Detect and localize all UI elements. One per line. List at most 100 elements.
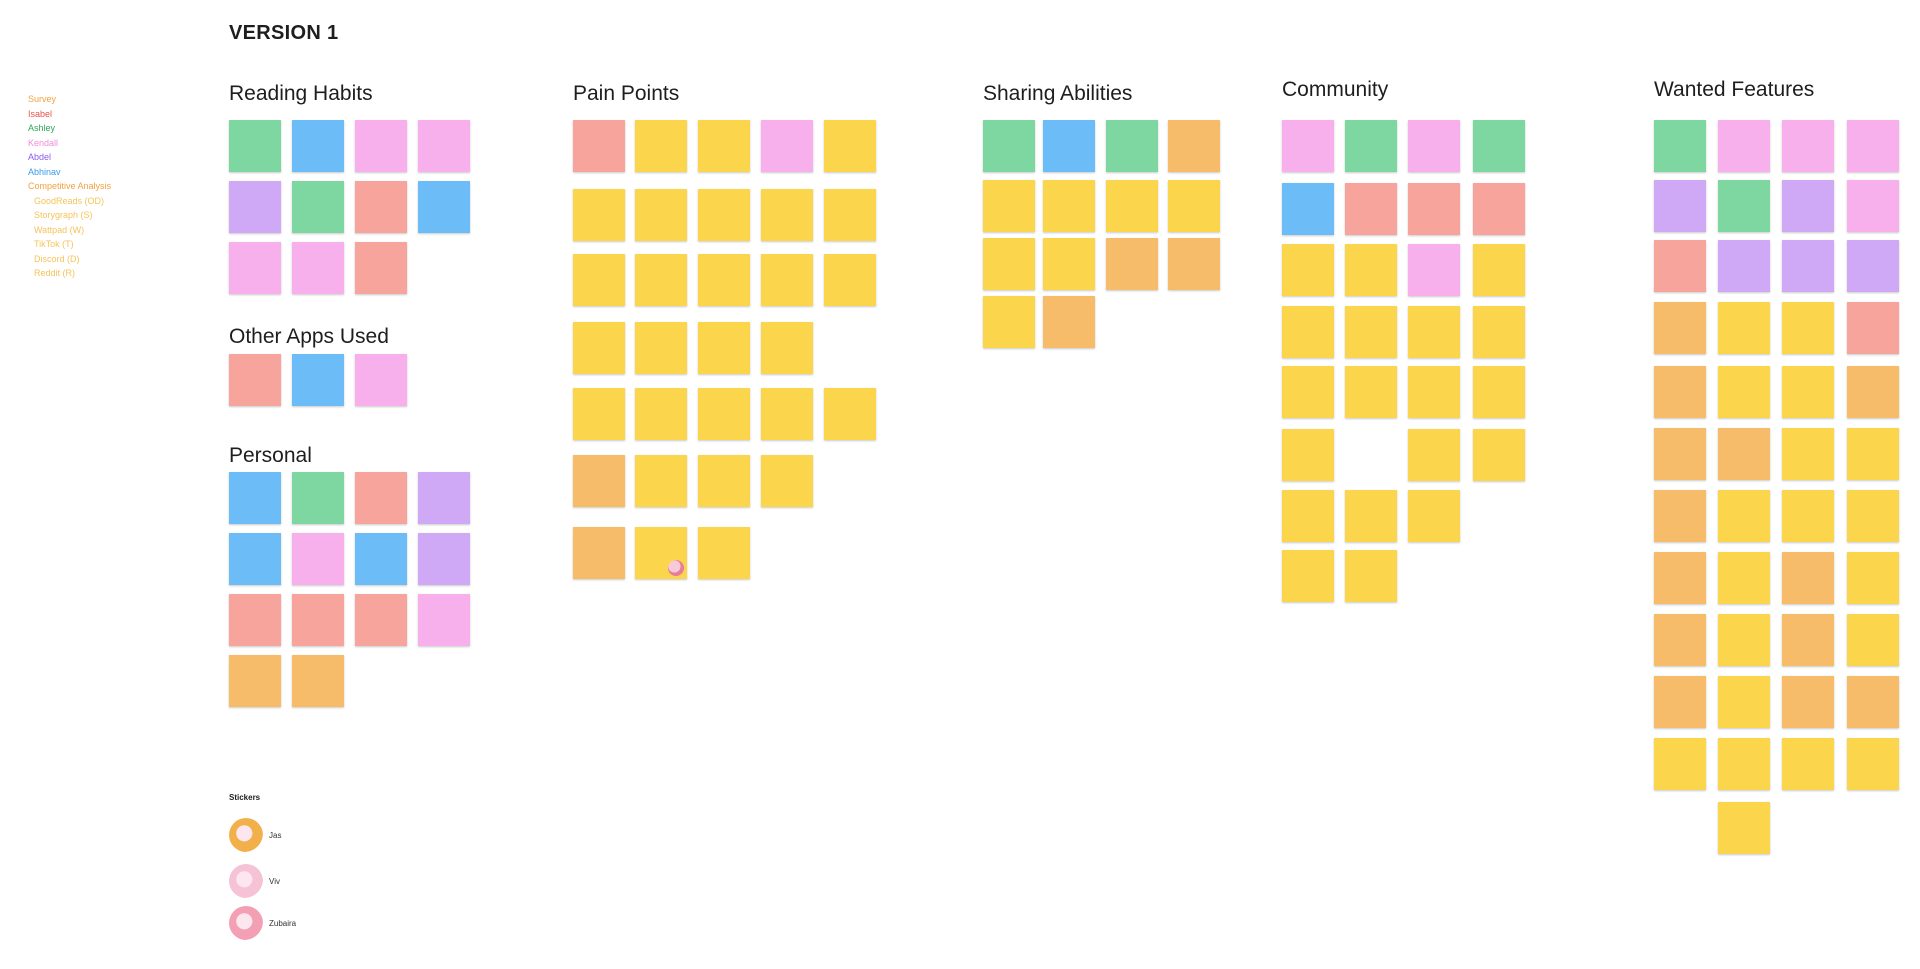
sticky-note[interactable]: [1782, 240, 1834, 292]
sticky-note[interactable]: [292, 594, 344, 646]
sticky-note[interactable]: [1782, 428, 1834, 480]
sticky-note[interactable]: [1473, 244, 1525, 296]
sticky-note[interactable]: [1408, 120, 1460, 172]
sticky-note[interactable]: [1282, 183, 1334, 235]
sticky-note[interactable]: [292, 354, 344, 406]
sticky-note[interactable]: [1847, 676, 1899, 728]
sticky-note[interactable]: [1718, 490, 1770, 542]
sticky-note[interactable]: [418, 472, 470, 524]
sticky-note[interactable]: [1043, 296, 1095, 348]
sticky-note[interactable]: [1106, 120, 1158, 172]
sticky-note[interactable]: [1654, 614, 1706, 666]
sticky-note[interactable]: [573, 455, 625, 507]
sticky-note[interactable]: [1718, 120, 1770, 172]
sticky-note[interactable]: [229, 242, 281, 294]
sticky-note[interactable]: [1345, 120, 1397, 172]
sticky-note[interactable]: [761, 254, 813, 306]
sticky-note[interactable]: [1282, 306, 1334, 358]
sticky-note[interactable]: [824, 189, 876, 241]
sticky-note[interactable]: [761, 120, 813, 172]
sticky-note[interactable]: [761, 455, 813, 507]
sticky-note[interactable]: [1782, 302, 1834, 354]
sticky-note[interactable]: [1473, 429, 1525, 481]
sticky-note[interactable]: [1847, 180, 1899, 232]
sticky-note[interactable]: [1654, 302, 1706, 354]
sticky-note[interactable]: [1847, 614, 1899, 666]
sticky-note[interactable]: [1106, 180, 1158, 232]
sticky-note[interactable]: [1473, 366, 1525, 418]
sticky-note[interactable]: [635, 388, 687, 440]
sticky-note[interactable]: [229, 594, 281, 646]
sticky-note[interactable]: [1847, 552, 1899, 604]
sticky-note[interactable]: [1718, 302, 1770, 354]
sticky-note[interactable]: [635, 322, 687, 374]
sticky-note[interactable]: [698, 322, 750, 374]
sticky-note[interactable]: [698, 527, 750, 579]
sticky-note[interactable]: [1408, 183, 1460, 235]
sticky-note[interactable]: [1782, 614, 1834, 666]
sticky-note[interactable]: [418, 533, 470, 585]
sticky-note[interactable]: [635, 455, 687, 507]
sticky-note[interactable]: [761, 189, 813, 241]
sticky-note[interactable]: [1106, 238, 1158, 290]
sticky-note[interactable]: [1718, 738, 1770, 790]
sticky-note[interactable]: [1282, 366, 1334, 418]
sticky-note[interactable]: [1782, 180, 1834, 232]
sticky-note[interactable]: [229, 181, 281, 233]
sticky-note[interactable]: [698, 189, 750, 241]
sticker-icon[interactable]: [668, 560, 684, 576]
sticky-note[interactable]: [1654, 676, 1706, 728]
sticky-note[interactable]: [1718, 552, 1770, 604]
sticky-note[interactable]: [573, 254, 625, 306]
sticky-note[interactable]: [1043, 238, 1095, 290]
sticky-note[interactable]: [573, 120, 625, 172]
sticky-note[interactable]: [1473, 120, 1525, 172]
sticky-note[interactable]: [1847, 366, 1899, 418]
sticky-note[interactable]: [1654, 552, 1706, 604]
sticky-note[interactable]: [1282, 429, 1334, 481]
sticky-note[interactable]: [1345, 366, 1397, 418]
sticky-note[interactable]: [1847, 428, 1899, 480]
sticky-note[interactable]: [1654, 428, 1706, 480]
sticky-note[interactable]: [1282, 244, 1334, 296]
sticky-note[interactable]: [1654, 490, 1706, 542]
sticky-note[interactable]: [573, 189, 625, 241]
sticky-note[interactable]: [292, 120, 344, 172]
sticky-note[interactable]: [355, 120, 407, 172]
sticky-note[interactable]: [1473, 306, 1525, 358]
sticky-note[interactable]: [1408, 490, 1460, 542]
sticky-note[interactable]: [1782, 552, 1834, 604]
sticky-note[interactable]: [355, 472, 407, 524]
sticky-note[interactable]: [1654, 366, 1706, 418]
sticky-note[interactable]: [761, 388, 813, 440]
sticky-note[interactable]: [1654, 738, 1706, 790]
sticky-note[interactable]: [1718, 240, 1770, 292]
sticky-note[interactable]: [229, 120, 281, 172]
sticky-note[interactable]: [1345, 490, 1397, 542]
sticky-note[interactable]: [698, 254, 750, 306]
sticky-note[interactable]: [1782, 366, 1834, 418]
sticky-note[interactable]: [1282, 550, 1334, 602]
sticky-note[interactable]: [292, 533, 344, 585]
sticky-note[interactable]: [418, 594, 470, 646]
sticky-note[interactable]: [635, 189, 687, 241]
sticky-note[interactable]: [1847, 738, 1899, 790]
sticky-note[interactable]: [1782, 676, 1834, 728]
sticky-note[interactable]: [1043, 180, 1095, 232]
sticky-note[interactable]: [573, 388, 625, 440]
sticky-note[interactable]: [229, 533, 281, 585]
sticky-note[interactable]: [761, 322, 813, 374]
sticky-note[interactable]: [292, 655, 344, 707]
sticky-note[interactable]: [1782, 120, 1834, 172]
sticky-note[interactable]: [1847, 240, 1899, 292]
sticky-note[interactable]: [355, 594, 407, 646]
sticky-note[interactable]: [1168, 238, 1220, 290]
sticky-note[interactable]: [1408, 429, 1460, 481]
sticky-note[interactable]: [292, 242, 344, 294]
sticky-note[interactable]: [355, 533, 407, 585]
sticky-note[interactable]: [1345, 306, 1397, 358]
sticky-note[interactable]: [355, 242, 407, 294]
sticky-note[interactable]: [983, 296, 1035, 348]
sticky-note[interactable]: [824, 388, 876, 440]
sticky-note[interactable]: [418, 120, 470, 172]
